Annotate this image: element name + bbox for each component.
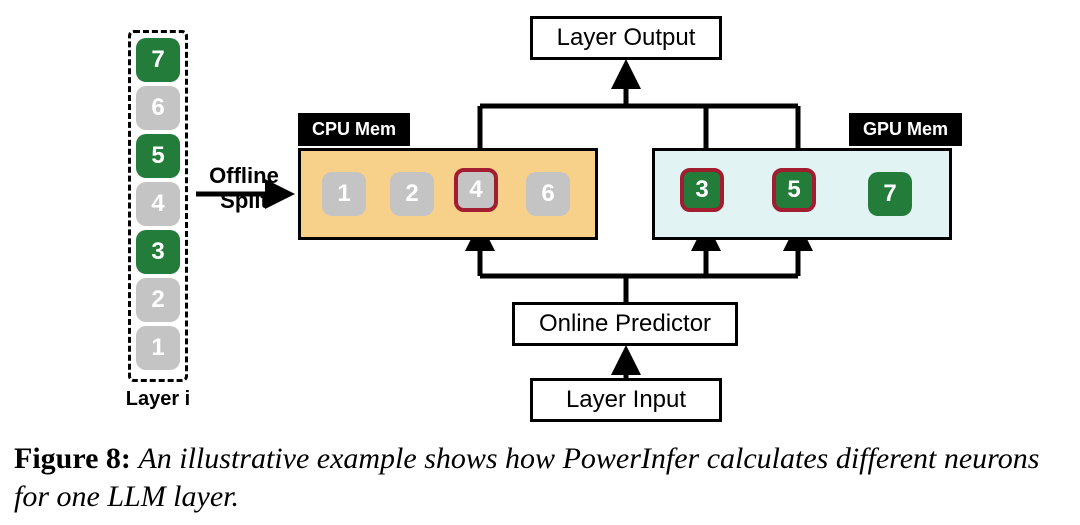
diagram-stage: 7654321 Layer i Offline Split CPU Mem 12… [0, 0, 1080, 525]
layer-i-neuron-4: 4 [136, 182, 180, 226]
figure-caption: Figure 8: An illustrative example shows … [14, 440, 1066, 515]
layer-input-label: Layer Input [566, 386, 686, 414]
figure-number: Figure 8: [14, 442, 131, 475]
gpu-mem-label: GPU Mem [849, 113, 962, 146]
cpu-neuron-6: 6 [526, 172, 570, 216]
online-predictor-box: Online Predictor [512, 302, 738, 346]
layer-output-label: Layer Output [557, 24, 696, 52]
layer-i-label: Layer i [120, 388, 196, 411]
cpu-neuron-4: 4 [454, 168, 498, 212]
gpu-neuron-7: 7 [868, 172, 912, 216]
layer-i-neuron-1: 1 [136, 326, 180, 370]
gpu-neuron-3: 3 [680, 168, 724, 212]
layer-input-box: Layer Input [530, 378, 722, 422]
layer-i-neuron-6: 6 [136, 86, 180, 130]
layer-i-neuron-3: 3 [136, 230, 180, 274]
cpu-neuron-1: 1 [322, 172, 366, 216]
layer-i-neuron-2: 2 [136, 278, 180, 322]
gpu-neuron-5: 5 [772, 168, 816, 212]
layer-output-box: Layer Output [530, 16, 722, 60]
cpu-neuron-2: 2 [390, 172, 434, 216]
figure-caption-text: An illustrative example shows how PowerI… [14, 442, 1039, 513]
cpu-mem-label: CPU Mem [298, 113, 410, 146]
offline-split-line1: Offline [209, 163, 279, 188]
online-predictor-label: Online Predictor [539, 310, 711, 338]
layer-i-neuron-7: 7 [136, 38, 180, 82]
offline-split-label: Offline Split [199, 163, 289, 214]
layer-i-neuron-5: 5 [136, 134, 180, 178]
offline-split-line2: Split [220, 188, 268, 213]
